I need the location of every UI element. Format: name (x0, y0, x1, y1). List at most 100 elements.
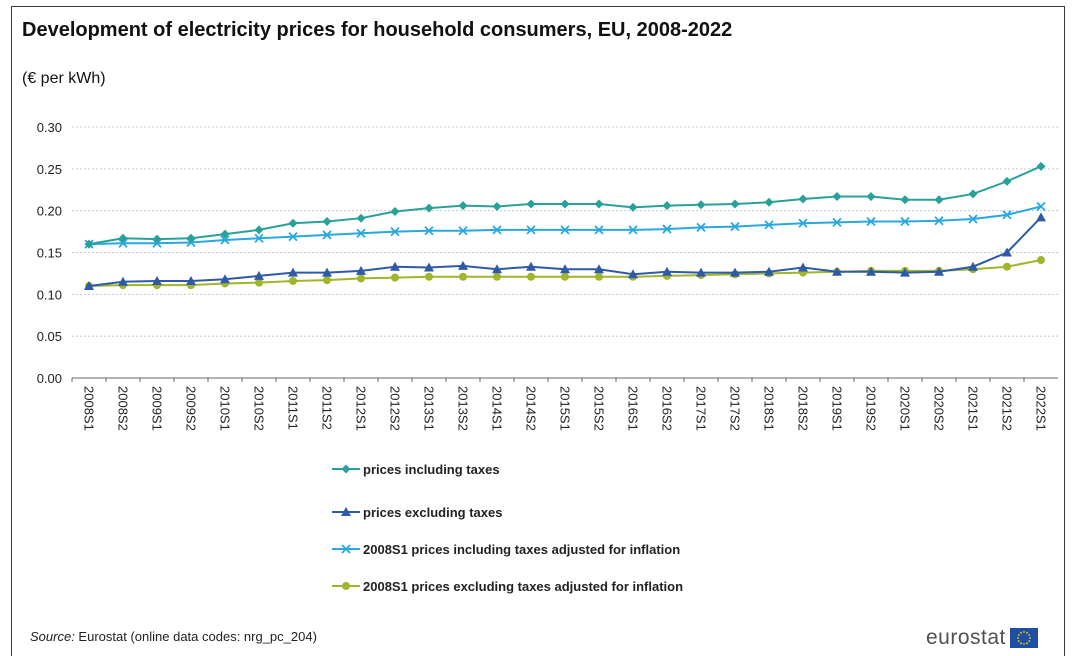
x-tick-label: 2011S2 (320, 386, 335, 430)
y-tick-label: 0.05 (37, 329, 62, 344)
data-point (458, 226, 468, 236)
legend-label: 2008S1 prices including taxes adjusted f… (363, 542, 680, 557)
data-point (662, 201, 672, 211)
data-point (220, 229, 230, 239)
data-point (186, 233, 196, 243)
x-tick-label: 2015S1 (558, 386, 573, 431)
data-point (391, 273, 399, 282)
marker-stroke (322, 230, 332, 240)
data-point (934, 266, 944, 276)
marker-stroke (288, 231, 298, 242)
source-label: Source: (30, 629, 75, 644)
data-point (662, 266, 672, 276)
data-point (322, 267, 332, 277)
flag-star (1019, 631, 1022, 634)
y-axis: 0.00 0.05 0.10 0.15 0.20 0.25 0.30 (37, 120, 62, 386)
data-point (696, 267, 706, 277)
x-tick-label: 2019S1 (830, 386, 845, 431)
marker-stroke (356, 228, 366, 238)
marker-stroke (934, 216, 944, 226)
x-tick-label: 2014S1 (490, 386, 505, 431)
data-point (696, 200, 706, 210)
data-point (1036, 201, 1046, 212)
flag-star (1017, 640, 1020, 642)
data-point (1003, 262, 1011, 271)
legend-item-2: prices excluding taxes (332, 505, 502, 520)
data-point (255, 278, 263, 287)
flag-star (1028, 640, 1030, 642)
data-point (866, 266, 876, 276)
data-point (832, 266, 842, 276)
series-2 (84, 212, 1046, 290)
data-point (356, 228, 366, 238)
data-point (934, 216, 944, 226)
legend-marker (341, 544, 351, 554)
data-point (595, 272, 603, 281)
data-point (526, 225, 536, 235)
data-point (390, 207, 400, 217)
data-point (526, 199, 536, 209)
data-point (1037, 256, 1045, 265)
x-tick-label: 2021S1 (966, 386, 981, 431)
marker-stroke (118, 238, 128, 248)
data-point (425, 272, 433, 281)
data-point (322, 217, 332, 227)
chart-frame (11, 6, 1065, 656)
marker-stroke (798, 218, 808, 228)
x-tick-label: 2011S1 (286, 386, 301, 430)
data-point (628, 225, 638, 235)
data-point (458, 201, 468, 211)
legend-item-3: 2008S1 prices including taxes adjusted f… (332, 542, 680, 557)
marker-stroke (594, 225, 604, 235)
data-point (459, 272, 467, 281)
y-axis-unit-label: (€ per kWh) (22, 70, 106, 87)
data-point (357, 274, 365, 283)
y-tick-label: 0.30 (37, 120, 62, 135)
x-tick-label: 2012S2 (388, 386, 403, 431)
marker-stroke (341, 544, 351, 554)
eurostat-logo: eurostat (926, 626, 1038, 650)
data-point (764, 220, 774, 230)
data-point (1002, 210, 1012, 220)
series-3 (84, 201, 1046, 249)
y-tick-label: 0.15 (37, 246, 62, 261)
x-tick-label: 2008S2 (116, 386, 131, 431)
marker-stroke (254, 233, 264, 243)
x-tick-label: 2016S1 (626, 386, 641, 431)
data-point (968, 189, 978, 199)
data-point (84, 239, 94, 249)
x-tick-label: 2020S2 (932, 386, 947, 431)
data-point (1036, 212, 1046, 222)
data-point (527, 272, 535, 281)
flag-star (1025, 642, 1028, 645)
data-point (424, 226, 434, 236)
data-point (832, 217, 842, 228)
data-point (560, 199, 570, 209)
x-tick-label: 2018S1 (762, 386, 777, 431)
data-point (866, 216, 876, 227)
y-tick-label: 0.00 (37, 371, 62, 386)
data-point (798, 218, 808, 228)
x-axis: 2008S1 2008S2 2009S1 2009S2 2010S1 2010S2 2011… (71, 377, 1058, 431)
eu-flag-icon (1009, 628, 1038, 648)
data-point (730, 267, 740, 277)
data-point (594, 225, 604, 235)
marker-stroke (424, 226, 434, 236)
flag-star (1016, 637, 1019, 639)
data-point (628, 202, 638, 212)
data-point (186, 275, 196, 285)
chart-title: Development of electricity prices for ho… (22, 19, 733, 41)
flag-star (1025, 631, 1028, 634)
marker-stroke (968, 214, 978, 224)
marker-stroke (900, 216, 910, 227)
marker-stroke (832, 217, 842, 228)
x-tick-label: 2015S2 (592, 386, 607, 431)
x-tick-label: 2019S2 (864, 386, 879, 431)
x-tick-label: 2017S2 (728, 386, 743, 431)
marker-stroke (1036, 201, 1046, 212)
x-tick-label: 2021S2 (1000, 386, 1015, 431)
legend-item-4: 2008S1 prices excluding taxes adjusted f… (332, 579, 683, 594)
data-point (84, 280, 94, 290)
x-tick-label: 2012S1 (354, 386, 369, 431)
